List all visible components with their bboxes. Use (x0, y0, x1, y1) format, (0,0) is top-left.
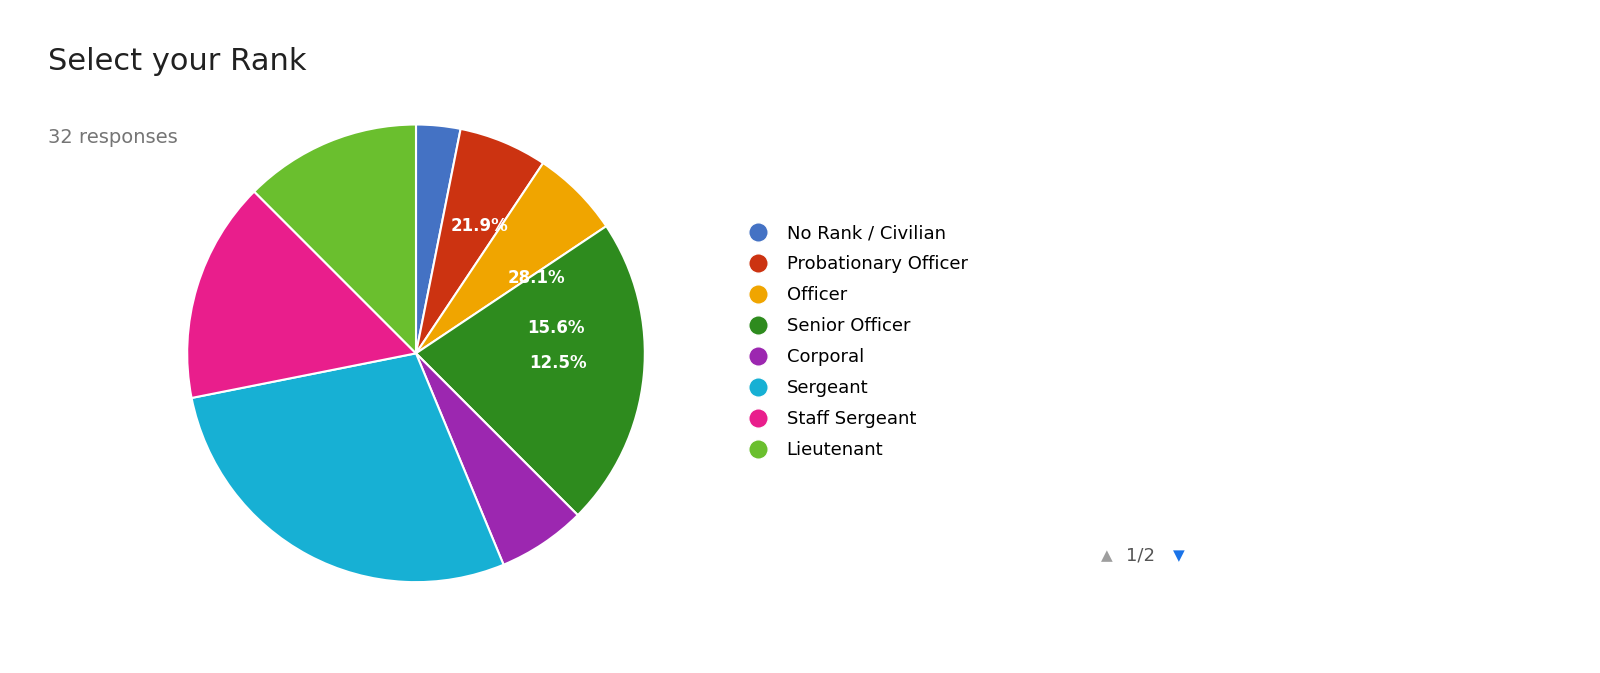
Text: 21.9%: 21.9% (451, 217, 509, 236)
Text: ▼: ▼ (1173, 548, 1186, 563)
Wedge shape (416, 353, 578, 565)
Wedge shape (416, 129, 542, 353)
Text: 28.1%: 28.1% (507, 269, 565, 287)
Text: 32 responses: 32 responses (48, 128, 178, 147)
Wedge shape (254, 125, 416, 353)
Wedge shape (192, 353, 504, 582)
Wedge shape (187, 192, 416, 398)
Text: Select your Rank: Select your Rank (48, 47, 307, 76)
Text: 1/2: 1/2 (1126, 546, 1155, 564)
Wedge shape (416, 163, 606, 353)
Text: ▲: ▲ (1101, 548, 1114, 563)
Legend: No Rank / Civilian, Probationary Officer, Officer, Senior Officer, Corporal, Ser: No Rank / Civilian, Probationary Officer… (739, 224, 968, 460)
Text: 12.5%: 12.5% (528, 353, 586, 371)
Wedge shape (416, 226, 645, 515)
Wedge shape (416, 125, 461, 353)
Text: 15.6%: 15.6% (526, 319, 584, 337)
